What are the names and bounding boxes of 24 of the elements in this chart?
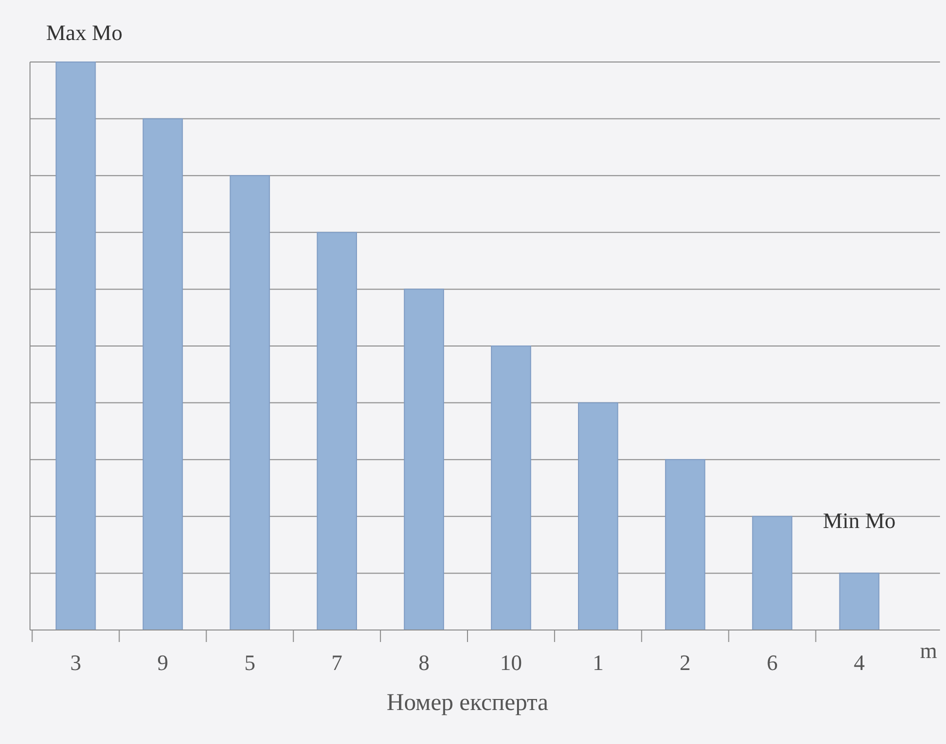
bar xyxy=(578,402,618,630)
bar xyxy=(142,118,183,630)
text: m xyxy=(920,638,938,663)
x-tick-label: 4 xyxy=(854,650,865,675)
bar xyxy=(839,572,880,630)
x-tick-label: 7 xyxy=(331,650,342,675)
bar xyxy=(316,232,357,630)
bar xyxy=(490,346,532,630)
annotation: Max Mo xyxy=(46,20,123,45)
x-tick-label: 8 xyxy=(418,650,430,675)
bar xyxy=(230,175,270,630)
annotation: Min Mo xyxy=(822,508,896,534)
x-tick-label: 1 xyxy=(592,650,604,675)
bar xyxy=(56,62,96,630)
x-tick-label: 3 xyxy=(70,650,82,675)
x-tick-label: 2 xyxy=(680,650,691,675)
bar xyxy=(665,459,706,630)
x-tick-label: 5 xyxy=(244,650,256,675)
bar xyxy=(752,516,792,630)
x-tick-label: 10 xyxy=(500,650,522,675)
bar xyxy=(404,288,444,630)
x-tick-label: 9 xyxy=(157,650,168,675)
x-tick-label: 6 xyxy=(766,650,778,675)
x-axis-title: Номер експерта xyxy=(386,690,549,716)
